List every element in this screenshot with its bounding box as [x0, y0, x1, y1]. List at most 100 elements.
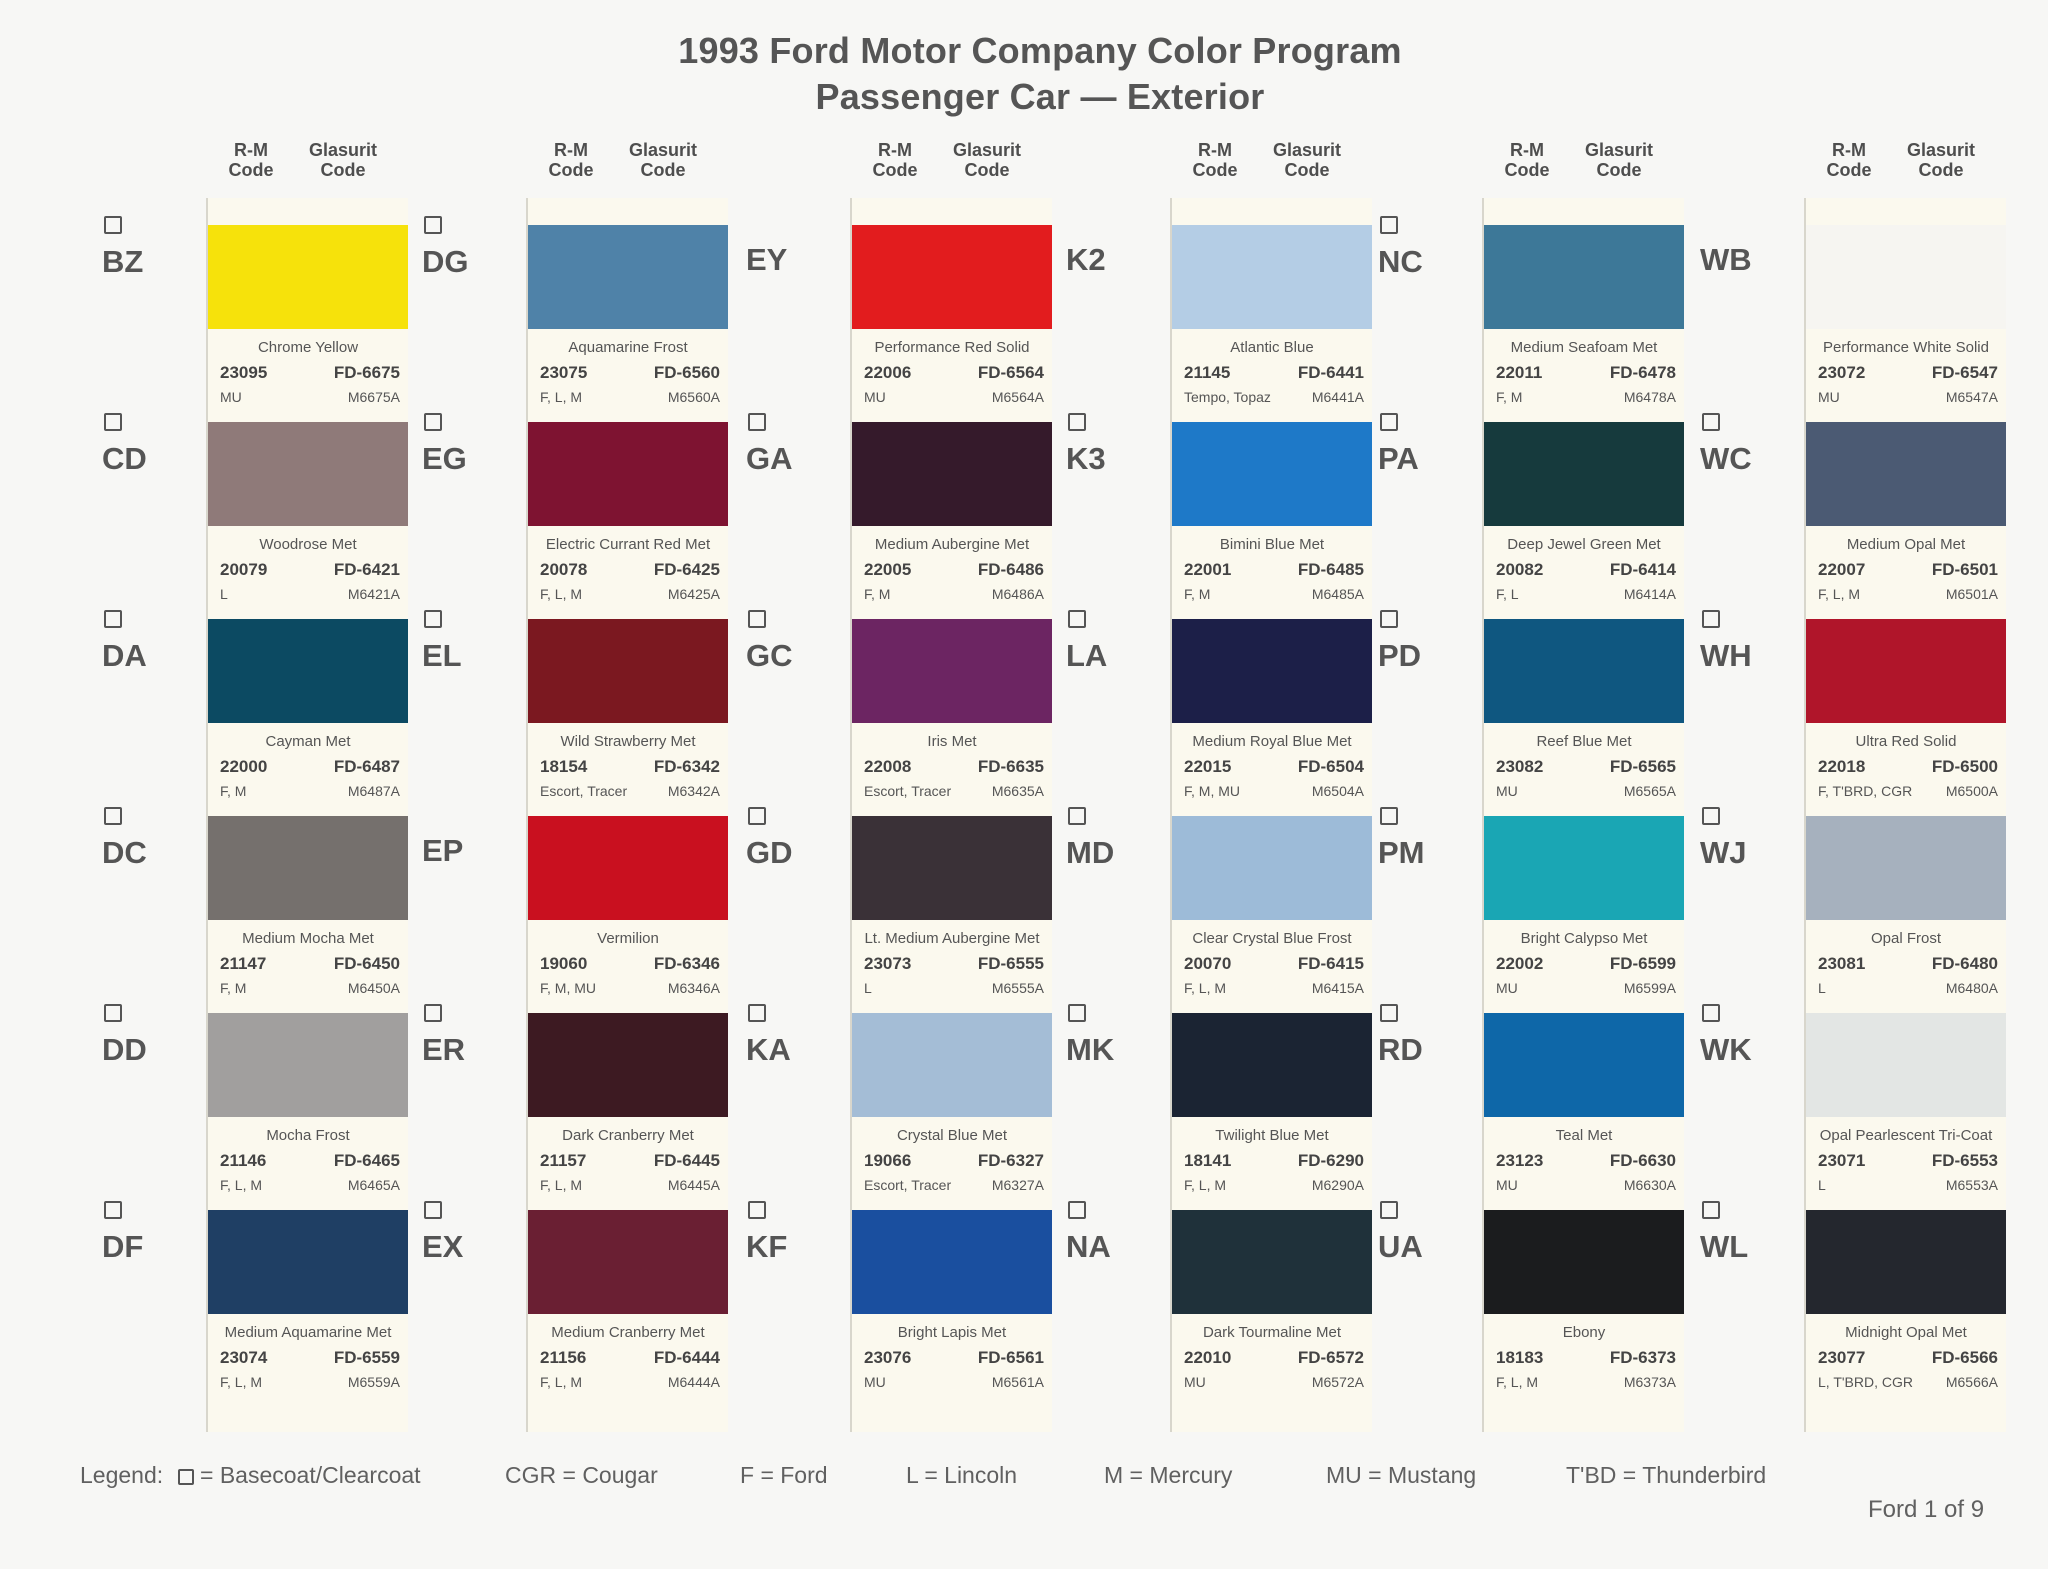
glasurit-code: FD-6444 — [653, 1348, 720, 1367]
color-swatch — [852, 1013, 1052, 1117]
paint-code: WH — [1700, 610, 1770, 674]
m-code: M6465A — [347, 1177, 400, 1193]
color-cell: Clear Crystal Blue Frost 20070 FD-6415 F, L… — [1172, 789, 1372, 996]
rm-code: 22010 — [1184, 1348, 1232, 1367]
color-name: Iris Met — [927, 733, 977, 750]
color-cell: Ebony 18183 FD-6373 F, L, M M6373A — [1484, 1183, 1684, 1390]
paint-code-label: WC — [1700, 441, 1752, 476]
color-info: Aquamarine Frost 23075 FD-6560 F, L, M M6560… — [528, 331, 728, 405]
glasurit-code: FD-6465 — [333, 1151, 400, 1170]
glasurit-code: FD-6572 — [1297, 1348, 1364, 1367]
paint-code-label: EP — [422, 833, 464, 868]
paint-code: GC — [746, 610, 816, 674]
color-swatch — [852, 422, 1052, 526]
m-code: M6500A — [1945, 783, 1998, 799]
rm-code: 22002 — [1496, 954, 1544, 973]
column-header: R-M Code Glasurit Code — [1794, 140, 2024, 190]
color-cell: Mocha Frost 21146 FD-6465 F, L, M M6465A — [208, 986, 408, 1193]
m-code: M6599A — [1623, 980, 1676, 996]
color-cell: Ultra Red Solid 22018 FD-6500 F, T'BRD, CGR… — [1806, 592, 2006, 799]
m-code: M6445A — [667, 1177, 720, 1193]
color-info: Dark Cranberry Met 21157 FD-6445 F, L, M M64… — [528, 1119, 728, 1193]
checkbox-icon — [1380, 216, 1398, 234]
checkbox-icon — [748, 610, 766, 628]
color-info: Medium Aquamarine Met 23074 FD-6559 F, L, M… — [208, 1316, 408, 1390]
paint-code: DC — [102, 807, 172, 871]
rm-code: 20078 — [540, 560, 588, 579]
color-info: Dark Tourmaline Met 22010 FD-6572 MU M6572A — [1172, 1316, 1372, 1390]
color-swatch — [208, 225, 408, 329]
rm-code: 18154 — [540, 757, 588, 776]
color-swatch — [1806, 619, 2006, 723]
checkbox-icon — [104, 1201, 122, 1219]
paint-code-label: DA — [102, 638, 147, 673]
paint-code: MD — [1066, 807, 1136, 871]
color-info: Medium Seafoam Met 22011 FD-6478 F, M M6478A — [1484, 331, 1684, 405]
paint-code-label: CD — [102, 441, 147, 476]
checkbox-icon — [104, 1004, 122, 1022]
color-info: Iris Met 22008 FD-6635 Escort, Tracer M6635A — [852, 725, 1052, 799]
m-code: M6487A — [347, 783, 400, 799]
color-info: Medium Opal Met 22007 FD-6501 F, L, M M6501A — [1806, 528, 2006, 602]
color-info: Bright Calypso Met 22002 FD-6599 MU M6599A — [1484, 922, 1684, 996]
color-swatch — [528, 1013, 728, 1117]
models: MU — [1818, 389, 1840, 405]
rm-code: 19066 — [864, 1151, 912, 1170]
checkbox-icon — [1068, 1004, 1086, 1022]
color-cell: Vermilion 19060 FD-6346 F, M, MU M6346A — [528, 789, 728, 996]
color-swatch — [208, 1210, 408, 1314]
models: F, M, MU — [540, 980, 596, 996]
paint-code: KF — [746, 1201, 816, 1265]
paint-code-label: RD — [1378, 1032, 1423, 1067]
glasurit-code: FD-6445 — [653, 1151, 720, 1170]
color-swatch — [1484, 1210, 1684, 1314]
glasurit-code: FD-6564 — [977, 363, 1044, 382]
paint-code-label: UA — [1378, 1229, 1423, 1264]
models: MU — [1496, 783, 1518, 799]
paint-code: NA — [1066, 1201, 1136, 1265]
color-cell: Wild Strawberry Met 18154 FD-6342 Escort, T… — [528, 592, 728, 799]
color-name: Midnight Opal Met — [1845, 1324, 1967, 1341]
m-code: M6342A — [667, 783, 720, 799]
paint-code-label: MD — [1066, 835, 1115, 870]
rm-code: 20070 — [1184, 954, 1232, 973]
models: F, L, M — [220, 1374, 263, 1390]
models: Tempo, Topaz — [1184, 389, 1271, 405]
paint-code: MK — [1066, 1004, 1136, 1068]
models: F, L, M — [1184, 1177, 1227, 1193]
checkbox-icon — [1068, 807, 1086, 825]
checkbox-icon — [1702, 807, 1720, 825]
models: L, T'BRD, CGR — [1818, 1374, 1913, 1390]
color-name: Opal Frost — [1870, 930, 1942, 947]
color-name: Opal Pearlescent Tri-Coat — [1819, 1127, 1993, 1144]
color-cell: Medium Aquamarine Met 23074 FD-6559 F, L, M… — [208, 1183, 408, 1390]
color-swatch — [1806, 225, 2006, 329]
color-cell: Medium Seafoam Met 22011 FD-6478 F, M M6478A — [1484, 198, 1684, 405]
legend-item-lincoln: L = Lincoln — [906, 1462, 1018, 1488]
glasurit-code: FD-6566 — [1931, 1348, 1998, 1367]
paint-code-label: KA — [746, 1032, 791, 1067]
color-info: Medium Cranberry Met 21156 FD-6444 F, L, M M… — [528, 1316, 728, 1390]
paint-code: EP — [422, 807, 492, 869]
color-swatch — [528, 619, 728, 723]
paint-code-label: K2 — [1066, 242, 1106, 277]
page-title: 1993 Ford Motor Company Color Program — [678, 30, 1402, 71]
rm-code-header: R-M Code — [548, 140, 594, 180]
rm-code: 20082 — [1496, 560, 1544, 579]
models: F, M — [220, 783, 247, 799]
rm-code: 18183 — [1496, 1348, 1544, 1367]
color-name: Performance White Solid — [1823, 339, 1989, 356]
color-strip: Chrome Yellow 23095 FD-6675 MU M6675A Woodros… — [206, 198, 408, 1432]
color-swatch — [208, 816, 408, 920]
m-code: M6559A — [347, 1374, 400, 1390]
color-info: Medium Mocha Met 21147 FD-6450 F, M M6450A — [208, 922, 408, 996]
paint-code: RD — [1378, 1004, 1448, 1068]
color-swatch — [528, 422, 728, 526]
models: F, M — [1184, 586, 1211, 602]
rm-code: 23081 — [1818, 954, 1866, 973]
paint-code: WK — [1700, 1004, 1770, 1068]
checkbox-icon — [748, 807, 766, 825]
color-info: Cayman Met 22000 FD-6487 F, M M6487A — [208, 725, 408, 799]
paint-code: K3 — [1066, 413, 1136, 477]
glasurit-code: FD-6450 — [333, 954, 400, 973]
